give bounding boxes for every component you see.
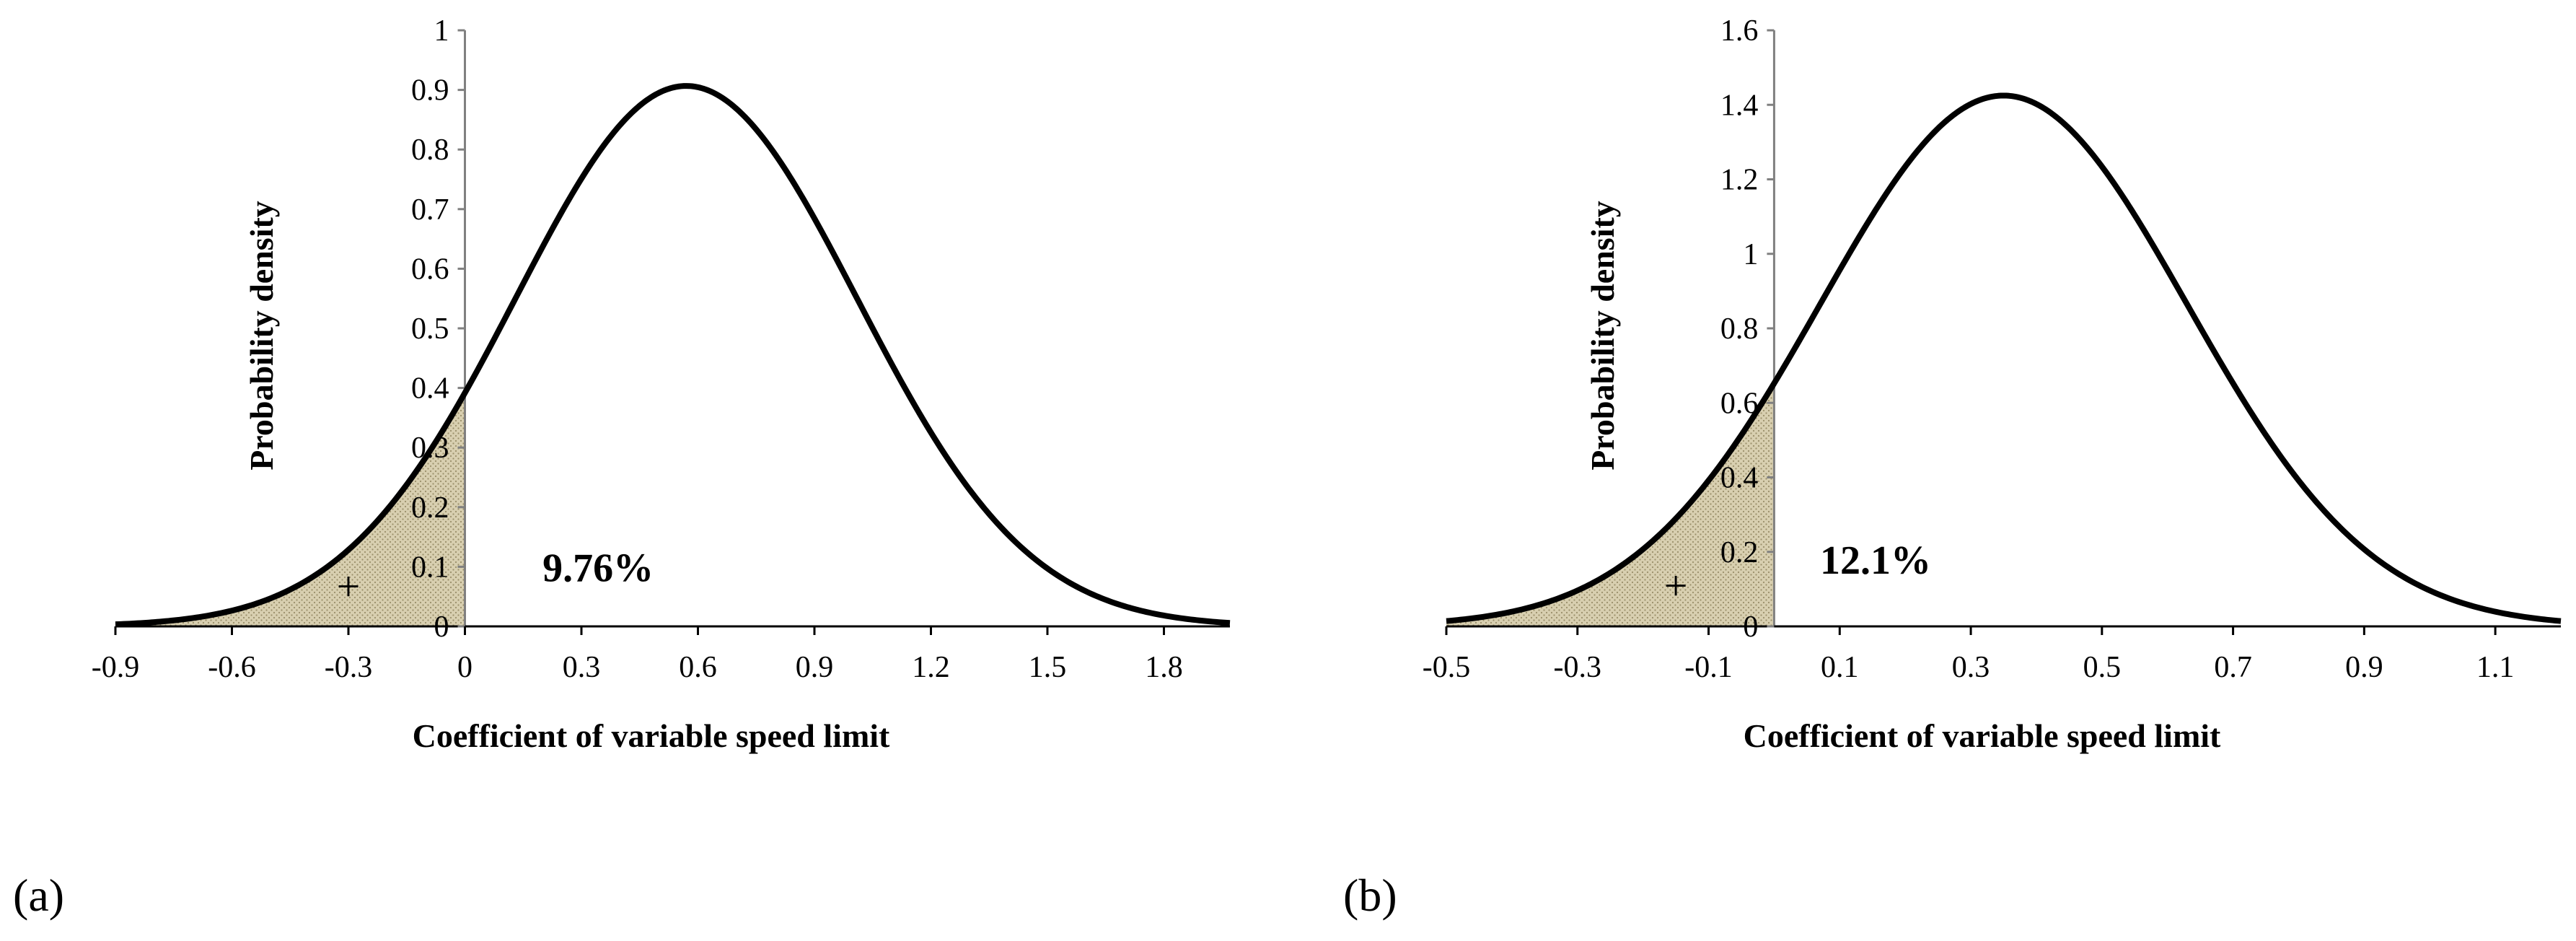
x-tick-label: 0 xyxy=(457,651,472,684)
y-axis-title: Probability density xyxy=(1584,201,1621,470)
panel-label: (a) xyxy=(13,870,64,921)
x-tick-label: 1.1 xyxy=(2476,651,2515,684)
x-tick-label: 0.6 xyxy=(679,651,717,684)
x-tick-label: -0.5 xyxy=(1423,651,1471,684)
panel-a-chart: 0 0.1 0.2 0.3 0.4 0.5 0.6 0.7 0.8 0.9 1 -0.9 -0.6 -0.… xyxy=(13,14,1231,921)
x-tick-label: -0.1 xyxy=(1684,651,1733,684)
y-tick-label: 1.4 xyxy=(1720,89,1759,122)
y-axis-title: Probability density xyxy=(243,201,280,470)
density-curve xyxy=(1446,92,2562,624)
y-tick-label: 0.8 xyxy=(1720,312,1759,346)
y-tick-label: 0.9 xyxy=(411,74,449,108)
y-tick-label: 0 xyxy=(434,610,449,644)
y-tick-label: 0.2 xyxy=(1720,536,1759,569)
x-tick-label: 0.9 xyxy=(2345,651,2383,684)
probability-annotation: 9.76% xyxy=(542,546,654,590)
shaded-tail-area xyxy=(1446,383,1775,626)
plus-marker: + xyxy=(337,563,361,610)
x-tick-label: 0.7 xyxy=(2214,651,2252,684)
y-tick-label: 1 xyxy=(1743,238,1758,271)
y-tick-label: 1.2 xyxy=(1720,164,1759,197)
x-tick-label: 1.8 xyxy=(1145,651,1183,684)
panel-b-chart: 00.20.40.60.811.21.41.6-0.5 -0.3 -0.1 0.1 0.… xyxy=(1343,14,2562,921)
y-tick-label: 0.4 xyxy=(411,372,449,406)
density-curve xyxy=(115,83,1231,628)
x-tick-label: 0.1 xyxy=(1821,651,1859,684)
x-tick-label: 0.9 xyxy=(796,651,834,684)
x-tick-label: 1.2 xyxy=(912,651,950,684)
x-tick-label: -0.9 xyxy=(92,651,140,684)
x-tick-label: -0.3 xyxy=(1554,651,1602,684)
x-tick-label: -0.6 xyxy=(208,651,256,684)
y-tick-label: 0.4 xyxy=(1720,462,1759,495)
y-tick-label: 0.1 xyxy=(411,551,449,584)
plus-marker: + xyxy=(1664,562,1688,609)
x-tick-label: -0.3 xyxy=(325,651,373,684)
x-axis-title: Coefficient of variable speed limit xyxy=(1744,717,2221,754)
y-tick-label: 0.8 xyxy=(411,134,449,167)
x-tick-label: 0.3 xyxy=(563,651,601,684)
y-tick-label: 0.7 xyxy=(411,193,449,227)
y-tick-label: 0.5 xyxy=(411,312,449,346)
y-tick-label: 0.2 xyxy=(411,491,449,525)
y-tick-label: 1.6 xyxy=(1720,14,1759,48)
y-tick-label: 1 xyxy=(434,14,449,48)
shaded-tail-area xyxy=(115,393,465,626)
x-axis-title: Coefficient of variable speed limit xyxy=(413,717,890,754)
probability-annotation: 12.1% xyxy=(1820,538,1931,583)
y-tick-label: 0.6 xyxy=(411,253,449,286)
x-tick-label: 1.5 xyxy=(1029,651,1067,684)
x-tick-label: 0.5 xyxy=(2083,651,2122,684)
y-tick-label: 0 xyxy=(1743,610,1758,644)
panel-label: (b) xyxy=(1343,870,1397,921)
x-tick-label: 0.3 xyxy=(1952,651,1990,684)
